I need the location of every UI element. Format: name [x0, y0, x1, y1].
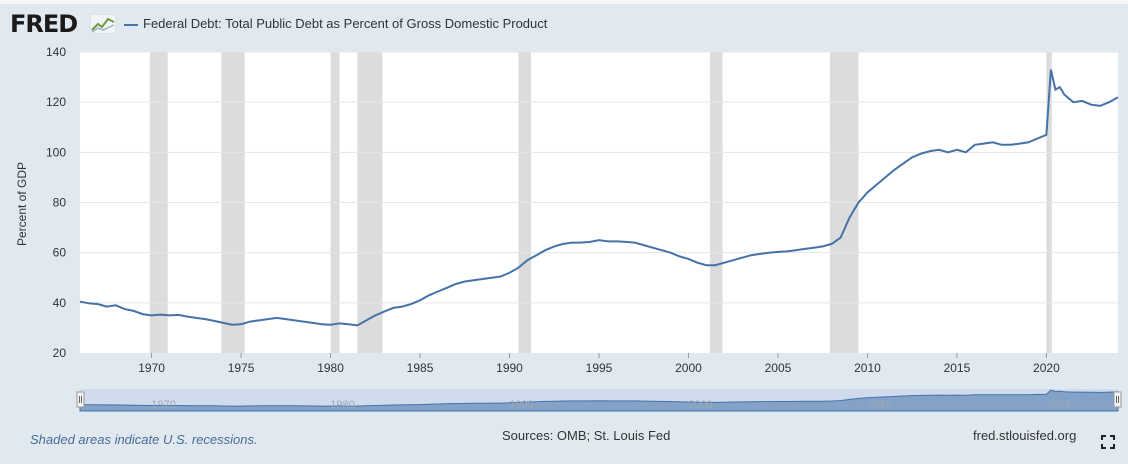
y-tick-labels: 20 40 60 80 100 120 140 — [46, 45, 66, 360]
navigator-left-handle[interactable] — [76, 391, 85, 408]
fred-url-link[interactable]: fred.stlouisfed.org — [973, 428, 1077, 443]
x-tick-label: 2010 — [854, 361, 881, 375]
expand-icon[interactable] — [1101, 435, 1115, 449]
x-tick-label: 2015 — [944, 361, 971, 375]
x-tick-label: 2020 — [1033, 361, 1060, 375]
x-tick-label: 1970 — [138, 361, 165, 375]
navigator-right-handle[interactable] — [1113, 391, 1122, 408]
y-tick-label: 100 — [46, 145, 66, 159]
fred-logo[interactable]: FRED — [10, 10, 78, 38]
navigator-tick-label: 1980 — [330, 399, 354, 411]
navigator-tick-label: 1990 — [509, 399, 533, 411]
sources-text: Sources: OMB; St. Louis Fed — [502, 428, 671, 443]
x-tick-label: 2000 — [675, 361, 702, 375]
x-tick-label: 1995 — [586, 361, 613, 375]
legend-series-swatch — [124, 24, 138, 26]
legend-series-label[interactable]: Federal Debt: Total Public Debt as Perce… — [143, 16, 548, 31]
trend-graph-icon — [90, 14, 116, 34]
x-tick-label: 1980 — [317, 361, 344, 375]
y-tick-label: 80 — [53, 196, 67, 210]
navigator-tick-label: 2010 — [867, 399, 891, 411]
x-tick-label: 1975 — [228, 361, 255, 375]
navigator-tick-label: 1970 — [151, 399, 175, 411]
navigator-tick-label: 2000 — [688, 399, 712, 411]
y-tick-label: 20 — [53, 346, 67, 360]
navigator-series-area — [79, 389, 1119, 412]
y-gridlines — [80, 51, 1118, 304]
x-tick-label: 1990 — [496, 361, 523, 375]
x-tick-labels: 1970 1975 1980 1985 1990 1995 2000 2005 2010 2015… — [138, 353, 1060, 375]
navigator[interactable]: 1970 1980 1990 2000 2010 2020 — [76, 389, 1122, 412]
navigator-tick-labels: 1970 1980 1990 2000 2010 2020 — [151, 399, 1070, 411]
y-axis-label: Percent of GDP — [15, 162, 29, 246]
recession-note: Shaded areas indicate U.S. recessions. — [30, 432, 258, 447]
series-line — [79, 69, 1119, 327]
y-tick-label: 40 — [53, 296, 67, 310]
x-tick-label: 2005 — [765, 361, 792, 375]
x-tick-label: 1985 — [407, 361, 434, 375]
y-tick-label: 60 — [53, 246, 67, 260]
chart-header: FRED Federal Debt: Total Public Debt as … — [0, 0, 1128, 46]
y-tick-label: 140 — [46, 45, 66, 59]
y-tick-label: 120 — [46, 95, 66, 109]
top-strip — [0, 0, 1128, 4]
navigator-tick-label: 2020 — [1046, 399, 1070, 411]
